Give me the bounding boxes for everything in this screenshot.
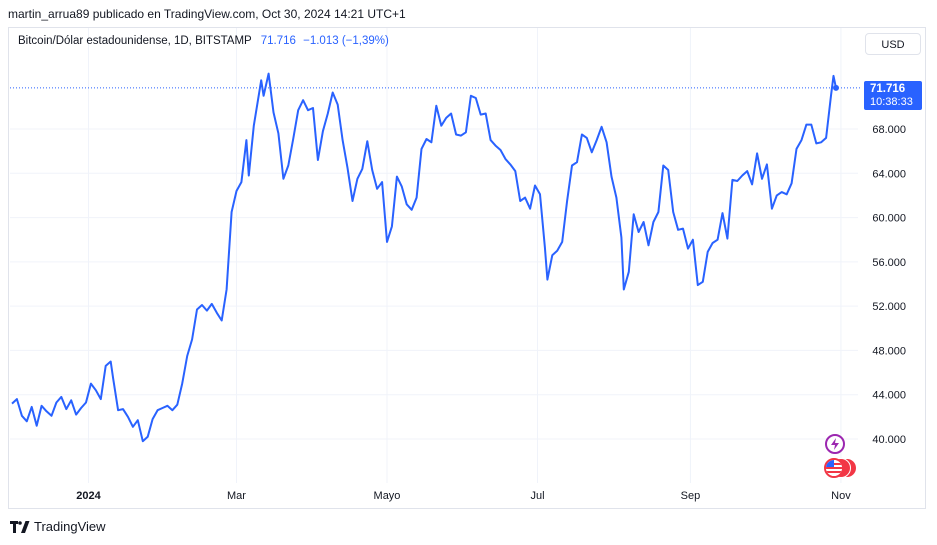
- x-tick-label: Mar: [227, 490, 246, 502]
- price-series: [11, 72, 839, 443]
- y-tick-label: 40.000: [872, 434, 906, 446]
- y-tick-label: 52.000: [872, 301, 906, 313]
- price-change: −1.013 (−1,39%): [303, 35, 389, 47]
- chart-frame: [8, 27, 926, 509]
- price-axis[interactable]: 40.000 44.000 48.000 52.000 56.000 60.000 64.0…: [872, 124, 906, 446]
- y-tick-label: 68.000: [872, 124, 906, 136]
- us-flag-icon[interactable]: [824, 458, 844, 478]
- y-tick-label: 64.000: [872, 168, 906, 180]
- x-tick-label: Sep: [681, 490, 701, 502]
- brand-name: TradingView: [34, 519, 106, 534]
- price-tag: 71.716 10:38:33: [864, 81, 922, 110]
- price-line: [11, 72, 837, 443]
- x-tick-label: Jul: [530, 490, 544, 502]
- bar-countdown: 10:38:33: [870, 96, 913, 108]
- y-tick-label: 44.000: [872, 390, 906, 402]
- time-axis[interactable]: 2024 Mar Mayo Jul Sep Nov: [76, 490, 851, 502]
- publisher-line: martin_arrua89 publicado en TradingView.…: [8, 7, 406, 21]
- price-tag-value: 71.716: [870, 83, 906, 95]
- x-tick-label: Mayo: [374, 490, 401, 502]
- lightning-icon[interactable]: [825, 434, 845, 454]
- last-price-dot: [833, 84, 839, 91]
- x-tick-label: Nov: [831, 490, 851, 502]
- currency-button[interactable]: USD: [865, 33, 921, 55]
- symbol-name: Bitcoin/Dólar estadounidense, 1D, BITSTA…: [18, 35, 252, 47]
- symbol-legend[interactable]: Bitcoin/Dólar estadounidense, 1D, BITSTA…: [18, 35, 389, 47]
- y-tick-label: 48.000: [872, 345, 906, 357]
- last-price: 71.716: [260, 35, 296, 47]
- y-tick-label: 60.000: [872, 213, 906, 225]
- x-tick-label: 2024: [76, 490, 101, 502]
- tradingview-logo-icon: [10, 520, 30, 533]
- grid-lines: [10, 28, 858, 483]
- footer-brand[interactable]: TradingView: [10, 519, 106, 534]
- y-tick-label: 56.000: [872, 257, 906, 269]
